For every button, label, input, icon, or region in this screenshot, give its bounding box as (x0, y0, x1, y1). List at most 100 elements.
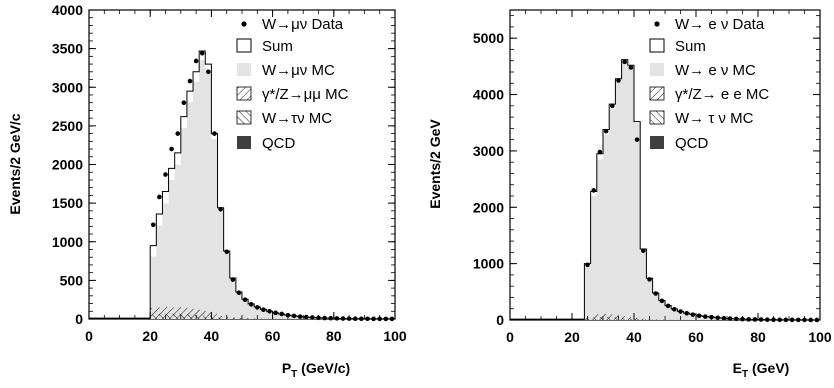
data-point (157, 195, 162, 200)
data-point (182, 100, 187, 105)
legend-data-marker (241, 21, 246, 26)
data-point (808, 318, 813, 323)
data-point (734, 317, 739, 322)
data-point (206, 70, 211, 75)
signal-bar (162, 204, 168, 319)
y-tick-label: 2000 (52, 157, 83, 173)
signal-bar (175, 165, 181, 319)
y-tick-label: 3000 (52, 79, 83, 95)
data-point (273, 311, 278, 316)
signal-bar (181, 128, 187, 319)
legend-tau-swatch (237, 111, 251, 124)
left-x-axis-label: PT (GeV/c) (282, 360, 350, 380)
tau-bar (211, 317, 217, 319)
data-point (218, 207, 223, 212)
data-point (304, 315, 309, 320)
signal-bar (584, 266, 590, 320)
legend-signal-label: W→μν MC (262, 62, 335, 79)
data-point (194, 59, 199, 64)
data-point (585, 262, 590, 267)
data-point (237, 290, 242, 295)
x-tick-label: 0 (506, 329, 514, 345)
legend-qcd-label: QCD (675, 135, 709, 152)
signal-bar (205, 72, 211, 319)
legend-tau-swatch (650, 111, 664, 124)
tau-bar (634, 319, 640, 320)
x-tick-label: 20 (142, 328, 158, 344)
legend-sum-swatch (650, 39, 664, 52)
data-point (759, 317, 764, 322)
data-point (279, 312, 284, 317)
y-tick-label: 0 (75, 311, 83, 327)
data-point (255, 305, 260, 310)
legend-signal-swatch (237, 63, 251, 76)
data-point (598, 150, 603, 155)
signal-bar (659, 301, 665, 320)
data-point (292, 314, 297, 319)
data-point (715, 315, 720, 320)
x-tick-label: 80 (750, 329, 766, 345)
data-point (328, 316, 333, 321)
legend-data-label: W→μν Data (262, 16, 344, 33)
signal-bar (653, 294, 659, 320)
data-point (697, 313, 702, 318)
data-point (163, 172, 168, 177)
tau-bar (169, 314, 175, 319)
tau-bar (175, 314, 181, 319)
legend-z-label: γ*/Z→ e e MC (675, 86, 769, 103)
data-point (341, 316, 346, 321)
signal-bar (597, 159, 603, 320)
data-point (200, 51, 205, 56)
x-tick-label: 40 (204, 328, 220, 344)
data-point (616, 78, 621, 83)
data-point (684, 311, 689, 316)
data-point (703, 314, 708, 319)
legend-qcd-swatch (237, 136, 251, 149)
tau-bar (181, 314, 187, 319)
signal-bar (640, 250, 646, 320)
signal-bar (248, 305, 254, 319)
data-point (641, 248, 646, 253)
signal-bar (609, 109, 615, 320)
right-x-axis-label: ET (GeV) (733, 360, 790, 380)
signal-bar (224, 253, 230, 319)
data-point (353, 316, 358, 321)
y-tick-label: 3500 (52, 41, 83, 57)
legend-z-swatch (650, 87, 664, 100)
legend-qcd-label: QCD (262, 135, 296, 152)
x-tick-label: 100 (383, 328, 407, 344)
data-point (691, 312, 696, 317)
legend-signal-swatch (650, 63, 664, 76)
data-point (322, 316, 327, 321)
signal-bar (230, 280, 236, 319)
data-point (604, 129, 609, 134)
legend-signal-label: W→ e ν MC (675, 62, 756, 79)
signal-bar (603, 135, 609, 320)
tau-bar (205, 316, 211, 319)
tau-bar (187, 314, 193, 319)
tau-bar (150, 314, 156, 319)
signal-bar (211, 139, 217, 319)
tau-bar (230, 318, 236, 319)
x-tick-label: 20 (564, 329, 580, 345)
signal-bar (242, 300, 248, 319)
signal-bar (615, 82, 621, 320)
signal-bar (199, 60, 205, 319)
x-tick-label: 40 (626, 329, 642, 345)
x-tick-label: 60 (688, 329, 704, 345)
data-point (622, 60, 627, 65)
data-point (728, 316, 733, 321)
data-point (231, 277, 236, 282)
y-tick-label: 1000 (52, 234, 83, 250)
right-frame (510, 10, 820, 320)
data-point (746, 317, 751, 322)
data-point (777, 317, 782, 322)
signal-bar (169, 180, 175, 319)
tau-bar (591, 317, 597, 320)
y-tick-label: 1500 (52, 195, 83, 211)
tau-bar (603, 317, 609, 320)
tau-bar (156, 314, 162, 319)
data-point (591, 188, 596, 193)
y-tick-label: 4000 (473, 87, 504, 103)
